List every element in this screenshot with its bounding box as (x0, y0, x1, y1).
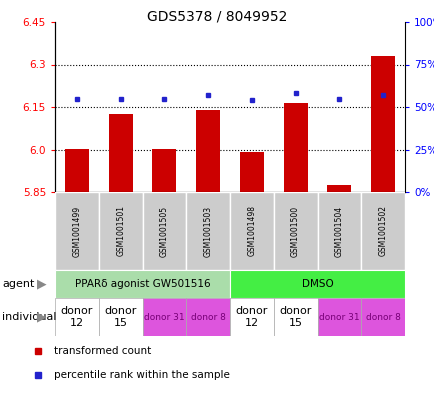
Bar (142, 298, 186, 336)
Text: GSM1001498: GSM1001498 (247, 206, 256, 257)
Text: donor
15: donor 15 (104, 306, 137, 328)
Bar (142, 192, 186, 270)
Text: individual: individual (2, 312, 56, 322)
Bar (230, 192, 273, 270)
Text: PPARδ agonist GW501516: PPARδ agonist GW501516 (75, 279, 210, 289)
Text: percentile rank within the sample: percentile rank within the sample (54, 370, 229, 380)
Bar (152, 149, 176, 192)
Text: GSM1001499: GSM1001499 (72, 206, 81, 257)
Text: GSM1001501: GSM1001501 (116, 206, 125, 257)
Bar (283, 103, 307, 192)
Text: GSM1001502: GSM1001502 (378, 206, 387, 257)
Bar (65, 149, 89, 192)
Text: donor 8: donor 8 (190, 312, 225, 321)
Bar (186, 192, 230, 270)
Bar (360, 298, 404, 336)
Bar (327, 185, 351, 192)
Text: donor 31: donor 31 (144, 312, 184, 321)
Text: donor 8: donor 8 (365, 312, 400, 321)
Bar (55, 298, 99, 336)
Bar (239, 152, 263, 192)
Text: GSM1001500: GSM1001500 (290, 206, 299, 257)
Text: GSM1001503: GSM1001503 (203, 206, 212, 257)
Bar (273, 298, 317, 336)
Text: transformed count: transformed count (54, 346, 151, 356)
Text: DMSO: DMSO (301, 279, 332, 289)
Text: agent: agent (2, 279, 34, 289)
Bar (99, 298, 142, 336)
Bar (370, 56, 394, 192)
Bar (230, 270, 404, 298)
Text: ▶: ▶ (37, 277, 47, 290)
Bar (108, 114, 132, 192)
Bar (55, 270, 230, 298)
Text: donor
12: donor 12 (61, 306, 93, 328)
Text: GSM1001505: GSM1001505 (160, 206, 168, 257)
Bar (186, 298, 230, 336)
Bar (317, 298, 360, 336)
Bar (273, 192, 317, 270)
Text: GSM1001504: GSM1001504 (334, 206, 343, 257)
Bar (196, 110, 220, 192)
Bar (317, 192, 360, 270)
Text: donor
12: donor 12 (235, 306, 267, 328)
Text: GDS5378 / 8049952: GDS5378 / 8049952 (147, 10, 287, 24)
Bar (99, 192, 142, 270)
Bar (230, 298, 273, 336)
Bar (55, 192, 99, 270)
Text: ▶: ▶ (37, 310, 47, 323)
Bar (360, 192, 404, 270)
Text: donor
15: donor 15 (279, 306, 311, 328)
Text: donor 31: donor 31 (318, 312, 359, 321)
